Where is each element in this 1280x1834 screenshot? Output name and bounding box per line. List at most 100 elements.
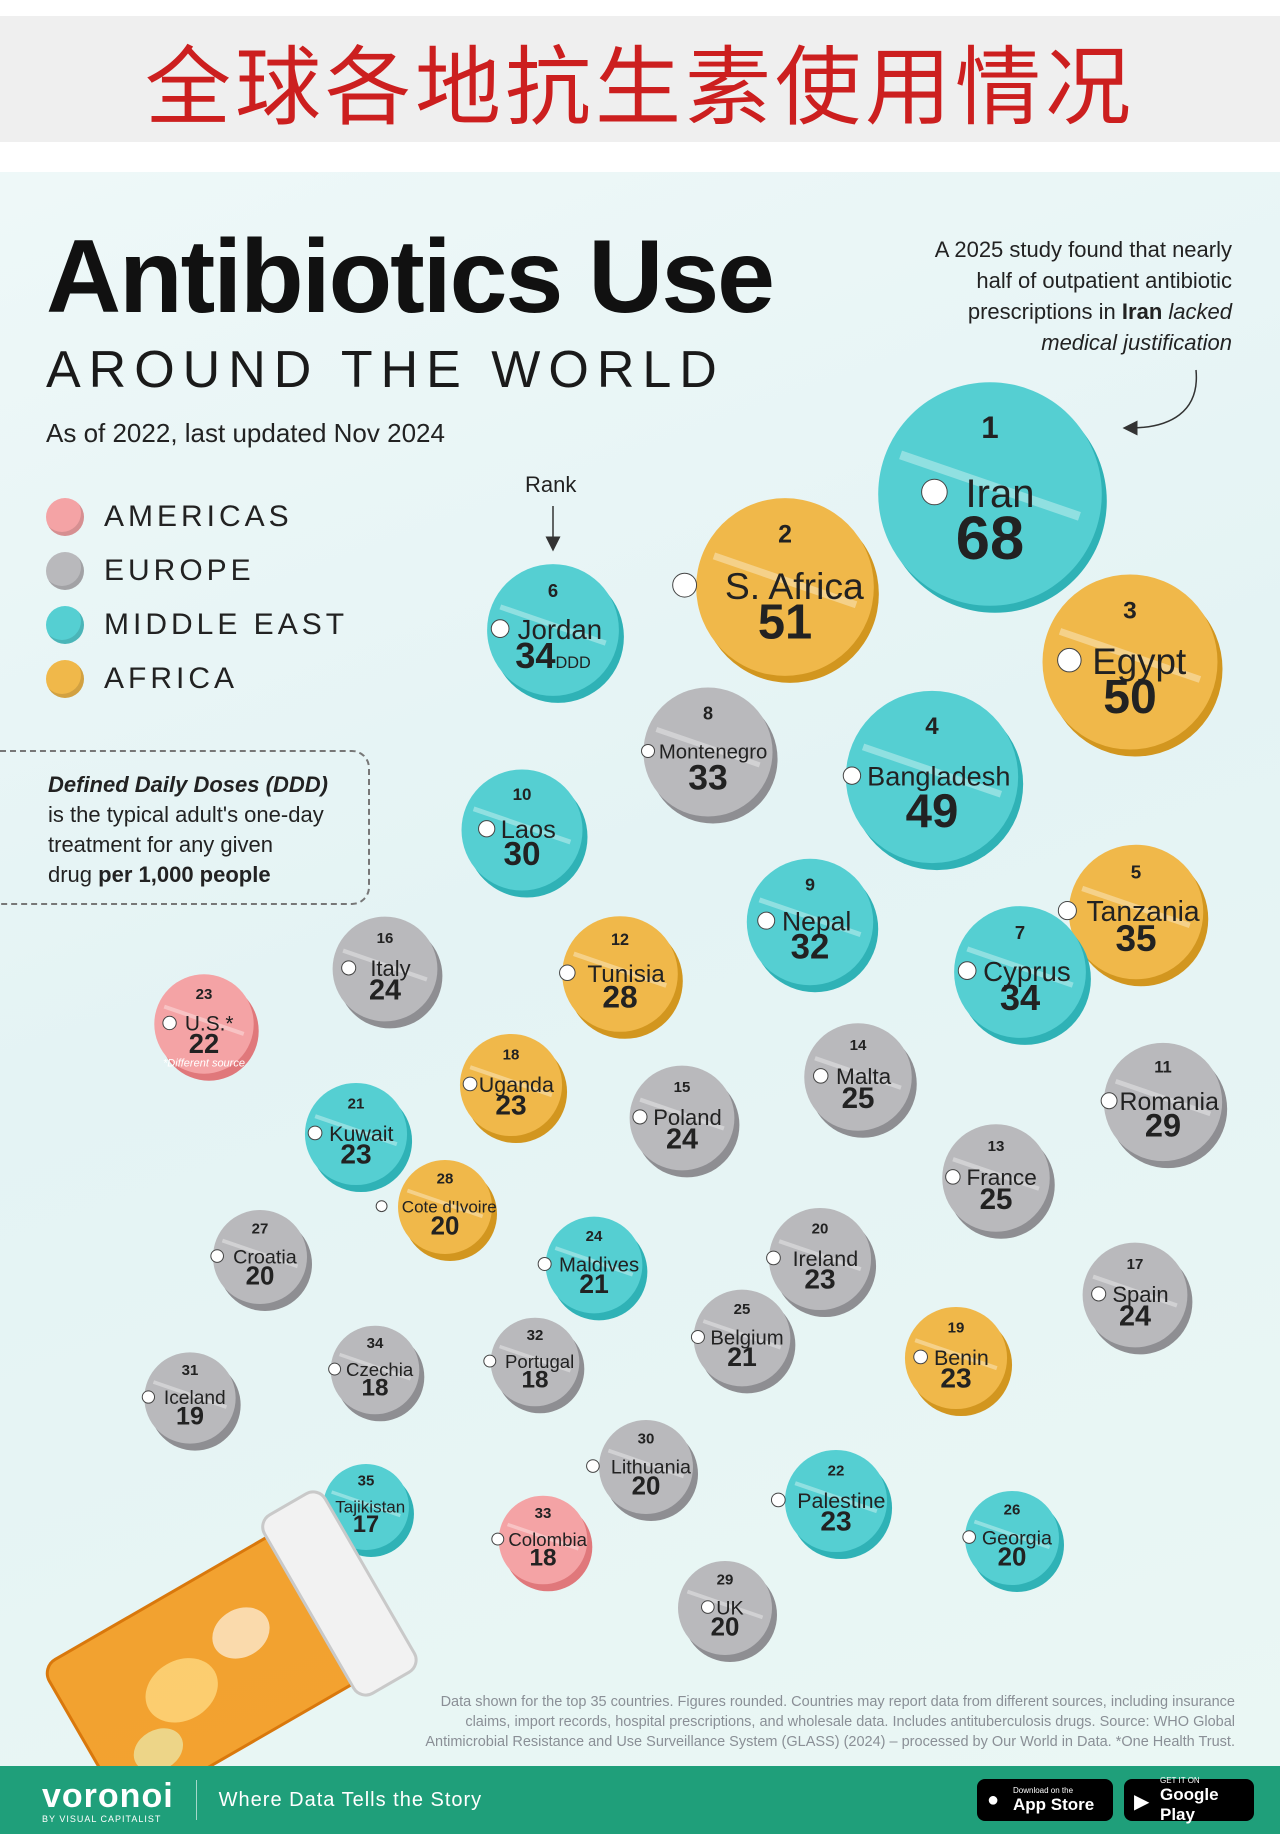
flag-icon	[957, 961, 977, 980]
bubble-disc	[304, 1082, 408, 1186]
bubble-disc	[746, 858, 874, 986]
bubble-country-label: Tajikistan	[335, 1497, 405, 1516]
legend-item-americas: AMERICAS	[46, 490, 348, 544]
bubble-rank: 2	[778, 521, 792, 549]
bubble-country-label: Tanzania	[1087, 895, 1200, 927]
pill-score-line	[342, 948, 428, 982]
bubble-country-label: Egypt	[1092, 641, 1186, 682]
bubble-disc	[332, 916, 438, 1022]
bubble-value-label: 34	[1000, 977, 1040, 1018]
pill-score-line	[1092, 1274, 1178, 1308]
flag-icon	[842, 766, 862, 785]
bubble-rank: 14	[850, 1037, 867, 1054]
pill-score-line	[758, 897, 862, 938]
bubble-country-label: Iceland	[164, 1388, 226, 1409]
bubble-disc	[599, 1420, 693, 1514]
google-play-button[interactable]: ▶ GET IT ON Google Play	[1124, 1775, 1254, 1824]
banner-title: 全球各地抗生素使用情况	[0, 16, 1280, 142]
bubble-rank: 29	[717, 1572, 734, 1589]
flag-icon	[690, 1329, 705, 1344]
bubble-disc	[942, 1124, 1050, 1232]
bubble-rank: 33	[535, 1505, 552, 1522]
bubble-disc	[144, 1352, 236, 1444]
flag-icon	[945, 1169, 961, 1185]
pill-score-line	[314, 1114, 398, 1147]
bubble-country-label: Laos	[501, 816, 556, 844]
bubble-rank: 10	[513, 785, 532, 804]
flag-icon	[328, 1362, 342, 1376]
bubble-value-label: 21	[727, 1342, 757, 1372]
bubble-disc	[693, 1289, 791, 1387]
app-store-button[interactable]: ● Download on the App Store	[977, 1779, 1113, 1821]
bubble-country-label: Nepal	[782, 906, 851, 936]
flag-icon	[1057, 901, 1077, 921]
bubble-value-label: 49	[906, 785, 959, 838]
bubble-rank: 21	[348, 1095, 365, 1112]
bubble-country-label: Lithuania	[611, 1456, 691, 1478]
iran-annotation: A 2025 study found that nearly half of o…	[872, 234, 1232, 358]
bubble-rank: 30	[638, 1431, 655, 1448]
flag-icon	[162, 1015, 177, 1031]
bubble-value-label: 32	[791, 929, 830, 967]
bubble-disc	[629, 1065, 735, 1171]
bubble-disc	[1042, 574, 1218, 750]
ddd-body: is the typical adult's one-day	[48, 802, 324, 827]
bubble-disc	[545, 1216, 643, 1314]
bubble-disc	[643, 687, 773, 817]
legend-swatch-europe	[46, 552, 84, 590]
bubble-disc	[323, 1464, 409, 1550]
pill-score-line	[506, 1522, 580, 1551]
brand-subtitle: BY VISUAL CAPITALIST	[42, 1813, 162, 1824]
bubble-rank: 1	[981, 410, 998, 445]
flag-icon	[341, 960, 357, 976]
bubble-value-label: 33	[688, 757, 728, 797]
main-title: Antibiotics Use	[46, 219, 775, 335]
bubble-value-label: 23	[340, 1139, 371, 1170]
bubble-rank: 22	[828, 1462, 845, 1479]
bubble-country-label: Colombia	[508, 1529, 587, 1550]
flag-icon	[813, 1068, 829, 1084]
legend-item-africa: AFRICA	[46, 652, 348, 706]
pill-score-line	[221, 1238, 299, 1269]
bubble-rank: 4	[925, 713, 939, 740]
bubble-country-label: Jordan	[518, 614, 603, 645]
bubble-country-label: Tunisia	[587, 961, 665, 988]
bubble-disc	[461, 769, 583, 891]
flag-icon	[462, 1076, 478, 1092]
brand-logo[interactable]: voronoi BY VISUAL CAPITALIST	[42, 1777, 174, 1824]
app-store-small: Download on the	[1013, 1785, 1074, 1795]
pill-score-line	[914, 1338, 998, 1371]
bubble-value-label: 20	[711, 1613, 740, 1641]
legend-label: MIDDLE EAST	[104, 608, 349, 641]
bubble-disc	[845, 690, 1019, 864]
bubble-rank: 19	[948, 1319, 965, 1336]
google-play-small: GET IT ON	[1160, 1775, 1200, 1785]
bubble-rank: 25	[734, 1301, 751, 1318]
bubble-rank: 9	[805, 874, 815, 894]
flag-icon	[141, 1390, 156, 1404]
bubble-value-label: 17	[353, 1512, 379, 1538]
annotation-italic: medical justification	[1041, 330, 1232, 355]
bubble-rank: 27	[252, 1221, 269, 1238]
flag-icon	[491, 1532, 505, 1546]
bubble-disc	[696, 498, 874, 676]
bubble-country-label: Croatia	[233, 1246, 297, 1268]
pill-score-line	[1058, 628, 1202, 683]
bubble-value-label: 20	[246, 1262, 275, 1290]
ddd-definition-box: Defined Daily Doses (DDD) is the typical…	[0, 750, 370, 905]
footnote-line: claims, import records, hospital prescri…	[465, 1714, 1235, 1730]
flag-icon	[701, 1600, 715, 1614]
flag-icon	[586, 1459, 600, 1473]
